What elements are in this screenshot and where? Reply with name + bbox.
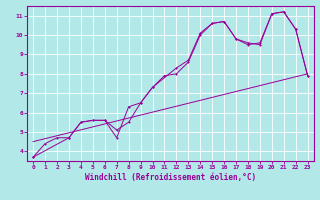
X-axis label: Windchill (Refroidissement éolien,°C): Windchill (Refroidissement éolien,°C) (85, 173, 256, 182)
